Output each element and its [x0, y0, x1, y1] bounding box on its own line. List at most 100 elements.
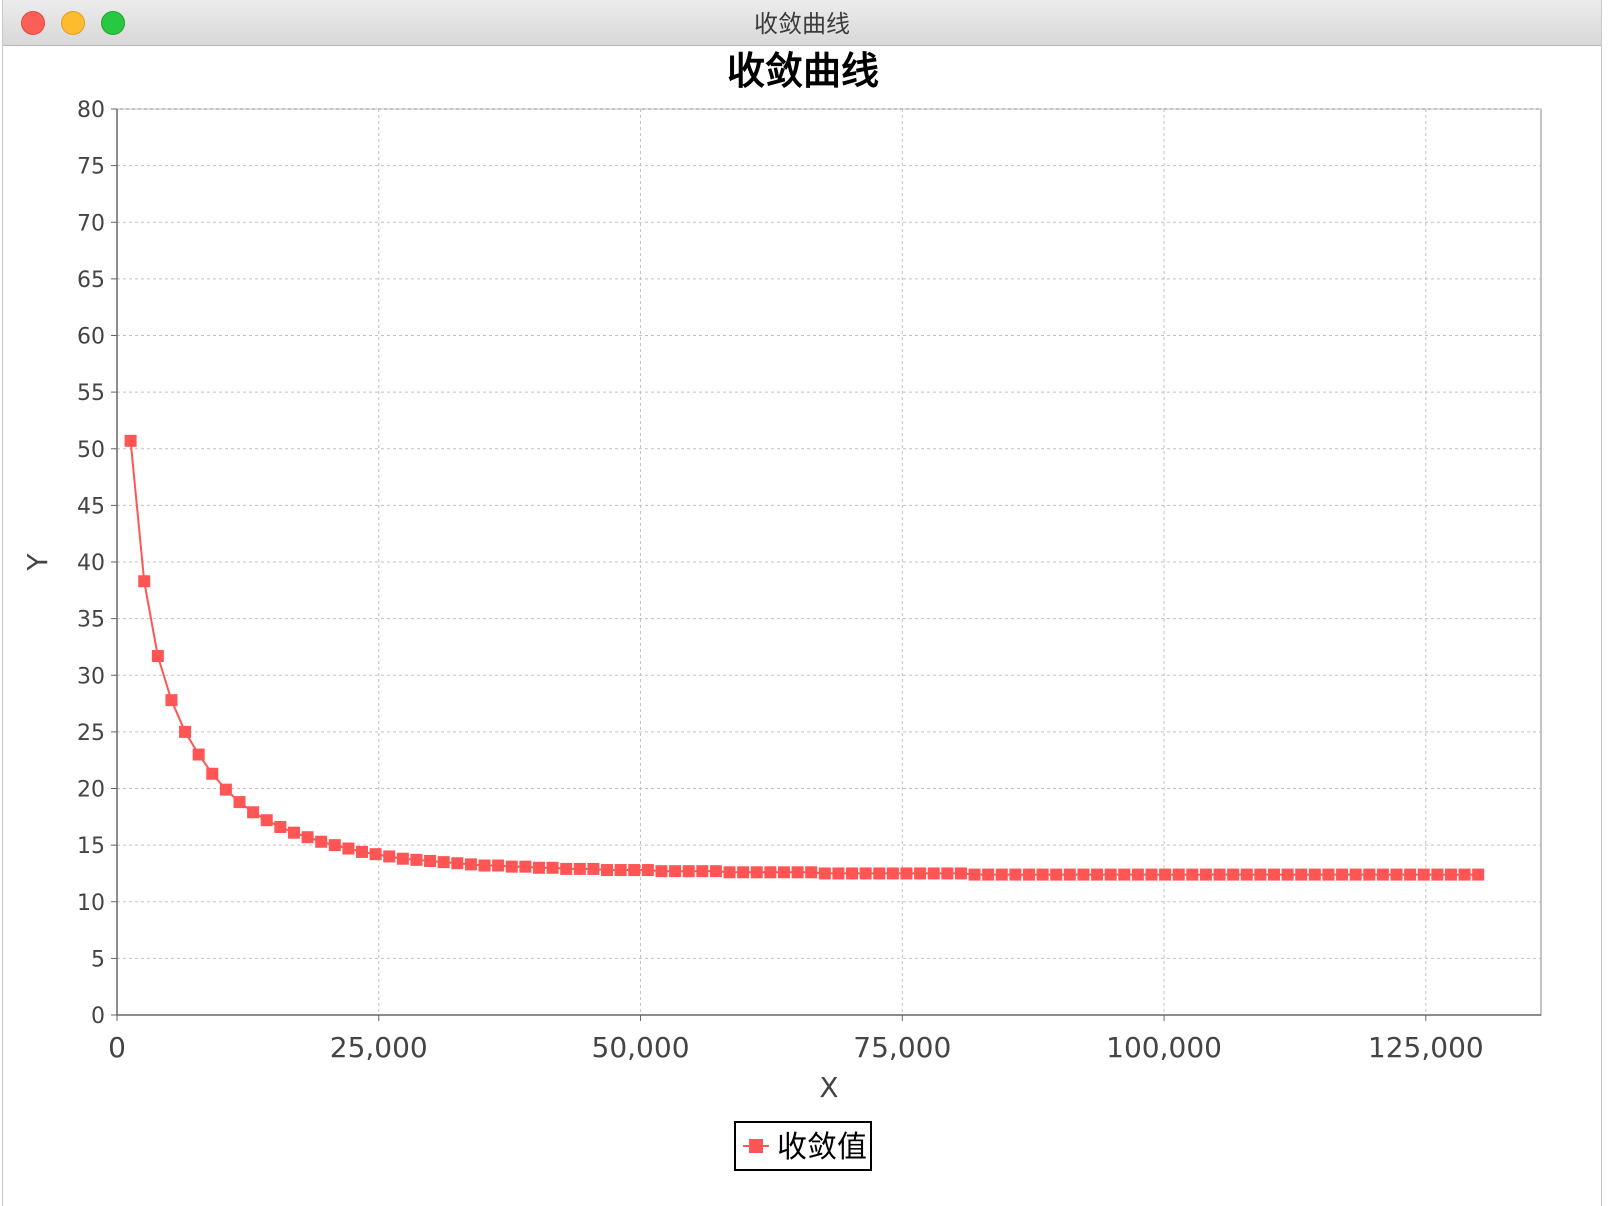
- y-tick-label: 45: [77, 494, 105, 519]
- zoom-window-button[interactable]: [101, 11, 125, 35]
- data-point: [287, 826, 300, 839]
- data-point: [315, 835, 328, 848]
- data-point: [1458, 868, 1471, 881]
- axes: 0 5 10 15 20 25 30 35 40 45 50 55 60 65 70 75 80 0 25,000 5…: [77, 98, 1541, 1064]
- data-point: [1308, 868, 1321, 881]
- data-point: [1104, 868, 1117, 881]
- data-point: [846, 867, 859, 880]
- data-point: [1091, 868, 1104, 881]
- data-point: [873, 867, 886, 880]
- data-point: [805, 866, 818, 879]
- data-point: [1254, 868, 1267, 881]
- data-point: [832, 867, 845, 880]
- data-point: [532, 861, 545, 874]
- y-tick-label: 10: [77, 891, 105, 916]
- y-tick-label: 65: [77, 268, 105, 293]
- y-tick-label: 75: [77, 155, 105, 180]
- data-point: [1118, 868, 1131, 881]
- data-point: [383, 850, 396, 863]
- data-point: [1431, 868, 1444, 881]
- data-point: [1050, 868, 1063, 881]
- data-point: [601, 864, 614, 877]
- legend: 收敛值: [734, 1121, 872, 1171]
- data-point: [1322, 868, 1335, 881]
- data-point: [982, 868, 995, 881]
- data-point: [369, 848, 382, 861]
- data-point: [1077, 868, 1090, 881]
- legend-label: 收敛值: [777, 1130, 867, 1165]
- data-point: [492, 859, 505, 872]
- data-point: [859, 867, 872, 880]
- data-point: [1376, 868, 1389, 881]
- y-axis-label: Y: [21, 553, 54, 572]
- data-point: [791, 866, 804, 879]
- data-point: [737, 866, 750, 879]
- data-point: [614, 864, 627, 877]
- data-point: [356, 845, 369, 858]
- data-point: [1404, 868, 1417, 881]
- data-point: [886, 867, 899, 880]
- data-point: [1227, 868, 1240, 881]
- y-tick-label: 80: [77, 98, 105, 123]
- data-point: [546, 861, 559, 874]
- line-chart: 收敛曲线 0 5 10 15 20 25 30 35 40 45 50 55 60 65 70 75 80 0 25…: [21, 49, 1542, 1171]
- x-tick-label: 25,000: [330, 1031, 428, 1064]
- data-point: [995, 868, 1008, 881]
- y-tick-label: 50: [77, 438, 105, 463]
- data-point: [301, 831, 314, 844]
- data-point: [260, 814, 273, 827]
- data-point: [560, 862, 573, 875]
- series-line: [129, 440, 1479, 876]
- data-point: [1281, 868, 1294, 881]
- data-point: [655, 865, 668, 878]
- data-point: [165, 694, 178, 707]
- data-point: [451, 857, 464, 870]
- data-point: [900, 867, 913, 880]
- y-tick-label: 35: [77, 608, 105, 633]
- data-point: [328, 839, 341, 852]
- y-tick-label: 0: [91, 1004, 105, 1029]
- minimize-window-button[interactable]: [61, 11, 85, 35]
- x-tick-label: 50,000: [592, 1031, 690, 1064]
- data-point: [179, 725, 192, 738]
- data-point: [1063, 868, 1076, 881]
- close-window-button[interactable]: [21, 11, 45, 35]
- data-point: [941, 867, 954, 880]
- data-point: [1472, 868, 1485, 881]
- data-point: [410, 853, 423, 866]
- data-point: [669, 865, 682, 878]
- data-point: [247, 806, 260, 819]
- data-point: [464, 858, 477, 871]
- data-point: [914, 867, 927, 880]
- data-point: [696, 865, 709, 878]
- data-point: [927, 867, 940, 880]
- plot-area: [116, 108, 1542, 1016]
- data-point: [519, 860, 532, 873]
- grid-lines: [116, 108, 1542, 1016]
- window-titlebar[interactable]: 收敛曲线: [3, 0, 1601, 46]
- y-tick-label: 70: [77, 211, 105, 236]
- data-point: [1213, 868, 1226, 881]
- data-point: [1444, 868, 1457, 881]
- data-point: [723, 866, 736, 879]
- legend-marker: [749, 1139, 763, 1153]
- data-point: [764, 866, 777, 879]
- y-tick-label: 5: [91, 947, 105, 972]
- y-tick-label: 25: [77, 721, 105, 746]
- y-tick-label: 40: [77, 551, 105, 576]
- y-tick-label: 55: [77, 381, 105, 406]
- x-tick-label: 75,000: [853, 1031, 951, 1064]
- data-point: [1417, 868, 1430, 881]
- data-point: [233, 796, 246, 809]
- data-point: [750, 866, 763, 879]
- data-point: [1199, 868, 1212, 881]
- data-point: [437, 856, 450, 869]
- x-tick-label: 125,000: [1368, 1031, 1484, 1064]
- data-point: [124, 434, 137, 447]
- data-point: [219, 783, 232, 796]
- data-point: [1186, 868, 1199, 881]
- data-point: [342, 842, 355, 855]
- data-point: [1363, 868, 1376, 881]
- x-axis-label: X: [819, 1071, 838, 1104]
- x-tick-label: 0: [108, 1031, 126, 1064]
